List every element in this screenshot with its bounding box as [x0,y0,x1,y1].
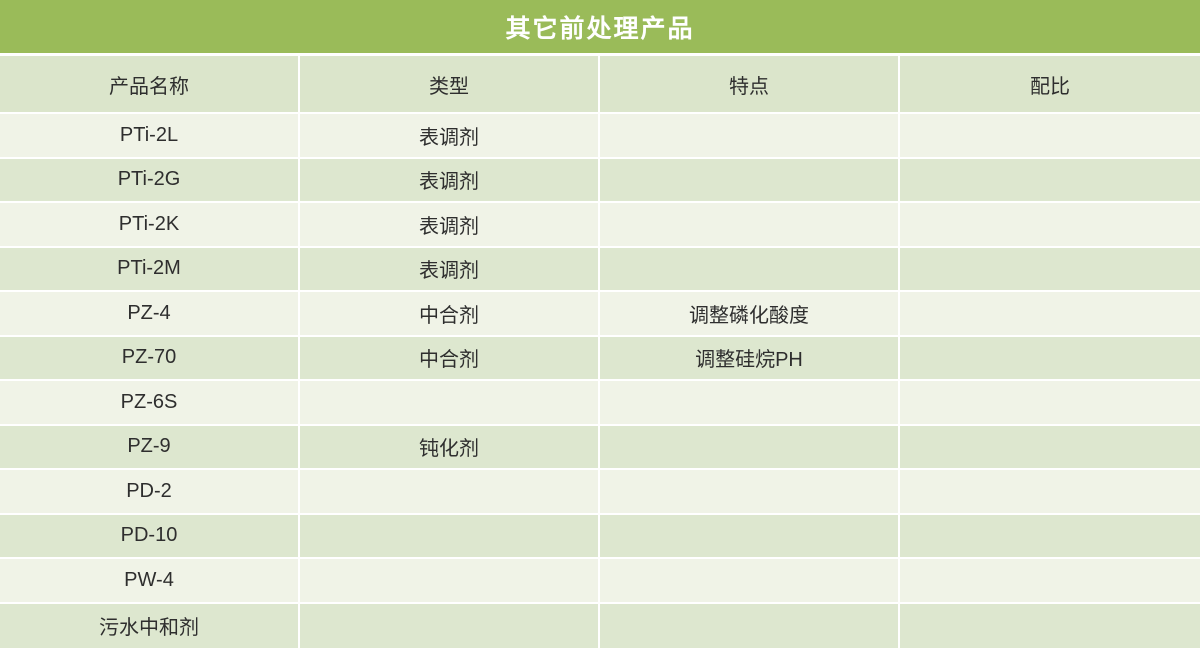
ratio-cell [900,336,1200,381]
column-header-product-name: 产品名称 [0,56,300,114]
feature-cell: 调整磷化酸度 [600,292,900,337]
feature-cell [600,603,900,648]
column-header-feature: 特点 [600,56,900,114]
product-name-cell: PZ-9 [0,425,300,470]
table-row: PTi-2L 表调剂 [0,114,1200,159]
type-cell [300,470,600,515]
type-cell [300,603,600,648]
product-name-cell: 污水中和剂 [0,603,300,648]
feature-cell [600,514,900,559]
product-name-cell: PTi-2M [0,247,300,292]
table-row: PW-4 [0,559,1200,604]
ratio-cell [900,603,1200,648]
product-name-cell: PW-4 [0,559,300,604]
products-table: 产品名称 类型 特点 配比 PTi-2L 表调剂 PTi-2G 表调剂 PTi-… [0,56,1200,648]
feature-cell: 调整硅烷PH [600,336,900,381]
product-name-cell: PTi-2K [0,203,300,248]
table-row: PZ-6S [0,381,1200,426]
ratio-cell [900,247,1200,292]
feature-cell [600,247,900,292]
ratio-cell [900,559,1200,604]
ratio-cell [900,158,1200,203]
ratio-cell [900,292,1200,337]
feature-cell [600,559,900,604]
type-cell: 表调剂 [300,114,600,159]
table-row: 污水中和剂 [0,603,1200,648]
ratio-cell [900,114,1200,159]
type-cell [300,559,600,604]
product-name-cell: PTi-2G [0,158,300,203]
table-row: PD-2 [0,470,1200,515]
table-row: PZ-4 中合剂 调整磷化酸度 [0,292,1200,337]
type-cell: 中合剂 [300,292,600,337]
feature-cell [600,158,900,203]
product-name-cell: PZ-70 [0,336,300,381]
product-name-cell: PD-2 [0,470,300,515]
table-row: PTi-2K 表调剂 [0,203,1200,248]
column-header-type: 类型 [300,56,600,114]
table-row: PTi-2M 表调剂 [0,247,1200,292]
type-cell: 钝化剂 [300,425,600,470]
feature-cell [600,425,900,470]
table-body: PTi-2L 表调剂 PTi-2G 表调剂 PTi-2K 表调剂 PTi-2M … [0,114,1200,648]
ratio-cell [900,425,1200,470]
table-title: 其它前处理产品 [505,13,695,43]
type-cell [300,381,600,426]
table-row: PD-10 [0,514,1200,559]
type-cell: 表调剂 [300,158,600,203]
ratio-cell [900,381,1200,426]
type-cell: 中合剂 [300,336,600,381]
type-cell [300,514,600,559]
product-name-cell: PZ-6S [0,381,300,426]
feature-cell [600,203,900,248]
type-cell: 表调剂 [300,247,600,292]
ratio-cell [900,203,1200,248]
table-row: PZ-9 钝化剂 [0,425,1200,470]
ratio-cell [900,514,1200,559]
table-row: PZ-70 中合剂 调整硅烷PH [0,336,1200,381]
table-title-bar: 其它前处理产品 [0,0,1200,56]
product-name-cell: PTi-2L [0,114,300,159]
product-name-cell: PZ-4 [0,292,300,337]
ratio-cell [900,470,1200,515]
table-row: PTi-2G 表调剂 [0,158,1200,203]
header-row: 产品名称 类型 特点 配比 [0,56,1200,114]
feature-cell [600,381,900,426]
feature-cell [600,114,900,159]
product-name-cell: PD-10 [0,514,300,559]
table-header: 产品名称 类型 特点 配比 [0,56,1200,114]
type-cell: 表调剂 [300,203,600,248]
feature-cell [600,470,900,515]
column-header-ratio: 配比 [900,56,1200,114]
